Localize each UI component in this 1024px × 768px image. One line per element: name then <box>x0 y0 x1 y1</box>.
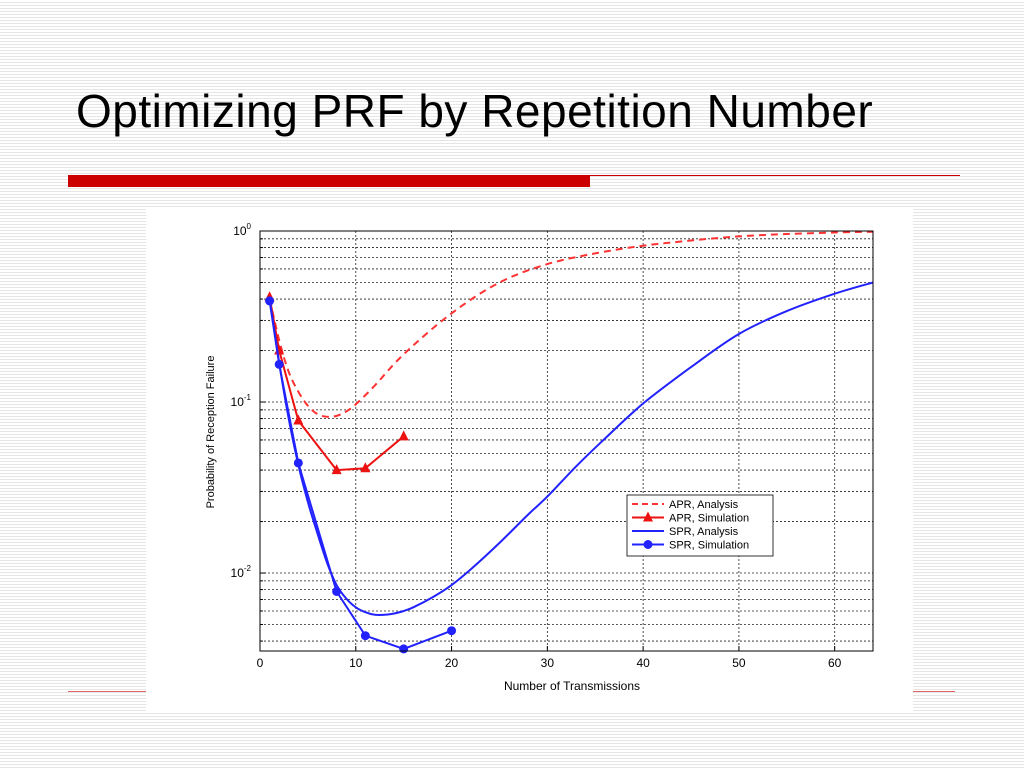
footer-rule-left <box>68 691 146 692</box>
x-tick-label: 20 <box>445 656 459 670</box>
line-apr-analysis <box>268 230 874 418</box>
accent-line <box>590 175 960 176</box>
x-tick-label: 40 <box>636 656 650 670</box>
legend-marker-spr-simulation <box>643 540 653 549</box>
y-tick-label: 10-1 <box>231 393 252 409</box>
point-apr-simulation <box>293 414 304 425</box>
tick-layer: 0 10 20 30 40 50 60 100 10-1 10-2 <box>231 222 842 670</box>
legend-item-spr-simulation: SPR, Simulation <box>632 540 749 552</box>
legend-label-spr-simulation: SPR, Simulation <box>669 540 749 552</box>
y-tick-label: 10-2 <box>231 564 252 580</box>
line-apr-simulation <box>268 297 405 472</box>
legend-item-spr-analysis: SPR, Analysis <box>632 526 739 538</box>
y-axis-label: Probability of Reception Failure <box>205 356 217 509</box>
point-spr-simulation <box>399 644 409 654</box>
x-axis-label: Number of Transmissions <box>504 679 640 693</box>
legend-label-spr-analysis: SPR, Analysis <box>669 526 739 538</box>
line-spr-simulation <box>268 300 452 650</box>
legend-label-apr-analysis: APR, Analysis <box>669 499 739 511</box>
footer-rule-right <box>913 691 955 692</box>
series-spr-simulation <box>265 296 457 654</box>
y-tick-label: 100 <box>233 222 251 238</box>
legend-item-apr-analysis: APR, Analysis <box>632 499 739 511</box>
grid-layer <box>260 231 873 651</box>
data-layer <box>264 230 874 654</box>
x-tick-label: 0 <box>257 656 264 670</box>
point-spr-simulation <box>274 359 284 369</box>
point-spr-simulation <box>447 626 457 636</box>
series-spr-analysis <box>268 281 874 617</box>
x-tick-label: 30 <box>541 656 555 670</box>
slide-title: Optimizing PRF by Repetition Number <box>76 85 874 137</box>
point-spr-simulation <box>360 631 370 641</box>
line-spr-analysis <box>268 281 874 617</box>
prf-chart: 0 10 20 30 40 50 60 100 10-1 10-2 Number of Trans… <box>205 222 874 693</box>
point-apr-simulation <box>331 464 342 475</box>
plot-frame <box>259 230 874 652</box>
point-spr-simulation <box>332 586 342 596</box>
point-apr-simulation <box>360 462 371 473</box>
accent-bar <box>68 175 590 187</box>
legend-label-apr-simulation: APR, Simulation <box>669 513 749 525</box>
x-tick-label: 10 <box>349 656 363 670</box>
x-tick-label: 50 <box>732 656 746 670</box>
legend-item-apr-simulation: APR, Simulation <box>632 511 749 525</box>
series-apr-analysis <box>268 230 874 418</box>
point-spr-simulation <box>265 296 275 306</box>
legend-marker-apr-simulation <box>643 511 653 522</box>
series-apr-simulation <box>264 291 409 475</box>
point-apr-simulation <box>398 430 409 441</box>
point-spr-simulation <box>293 458 303 468</box>
chart-panel: 0 10 20 30 40 50 60 100 10-1 10-2 Number of Trans… <box>146 207 913 713</box>
x-tick-label: 60 <box>828 656 842 670</box>
